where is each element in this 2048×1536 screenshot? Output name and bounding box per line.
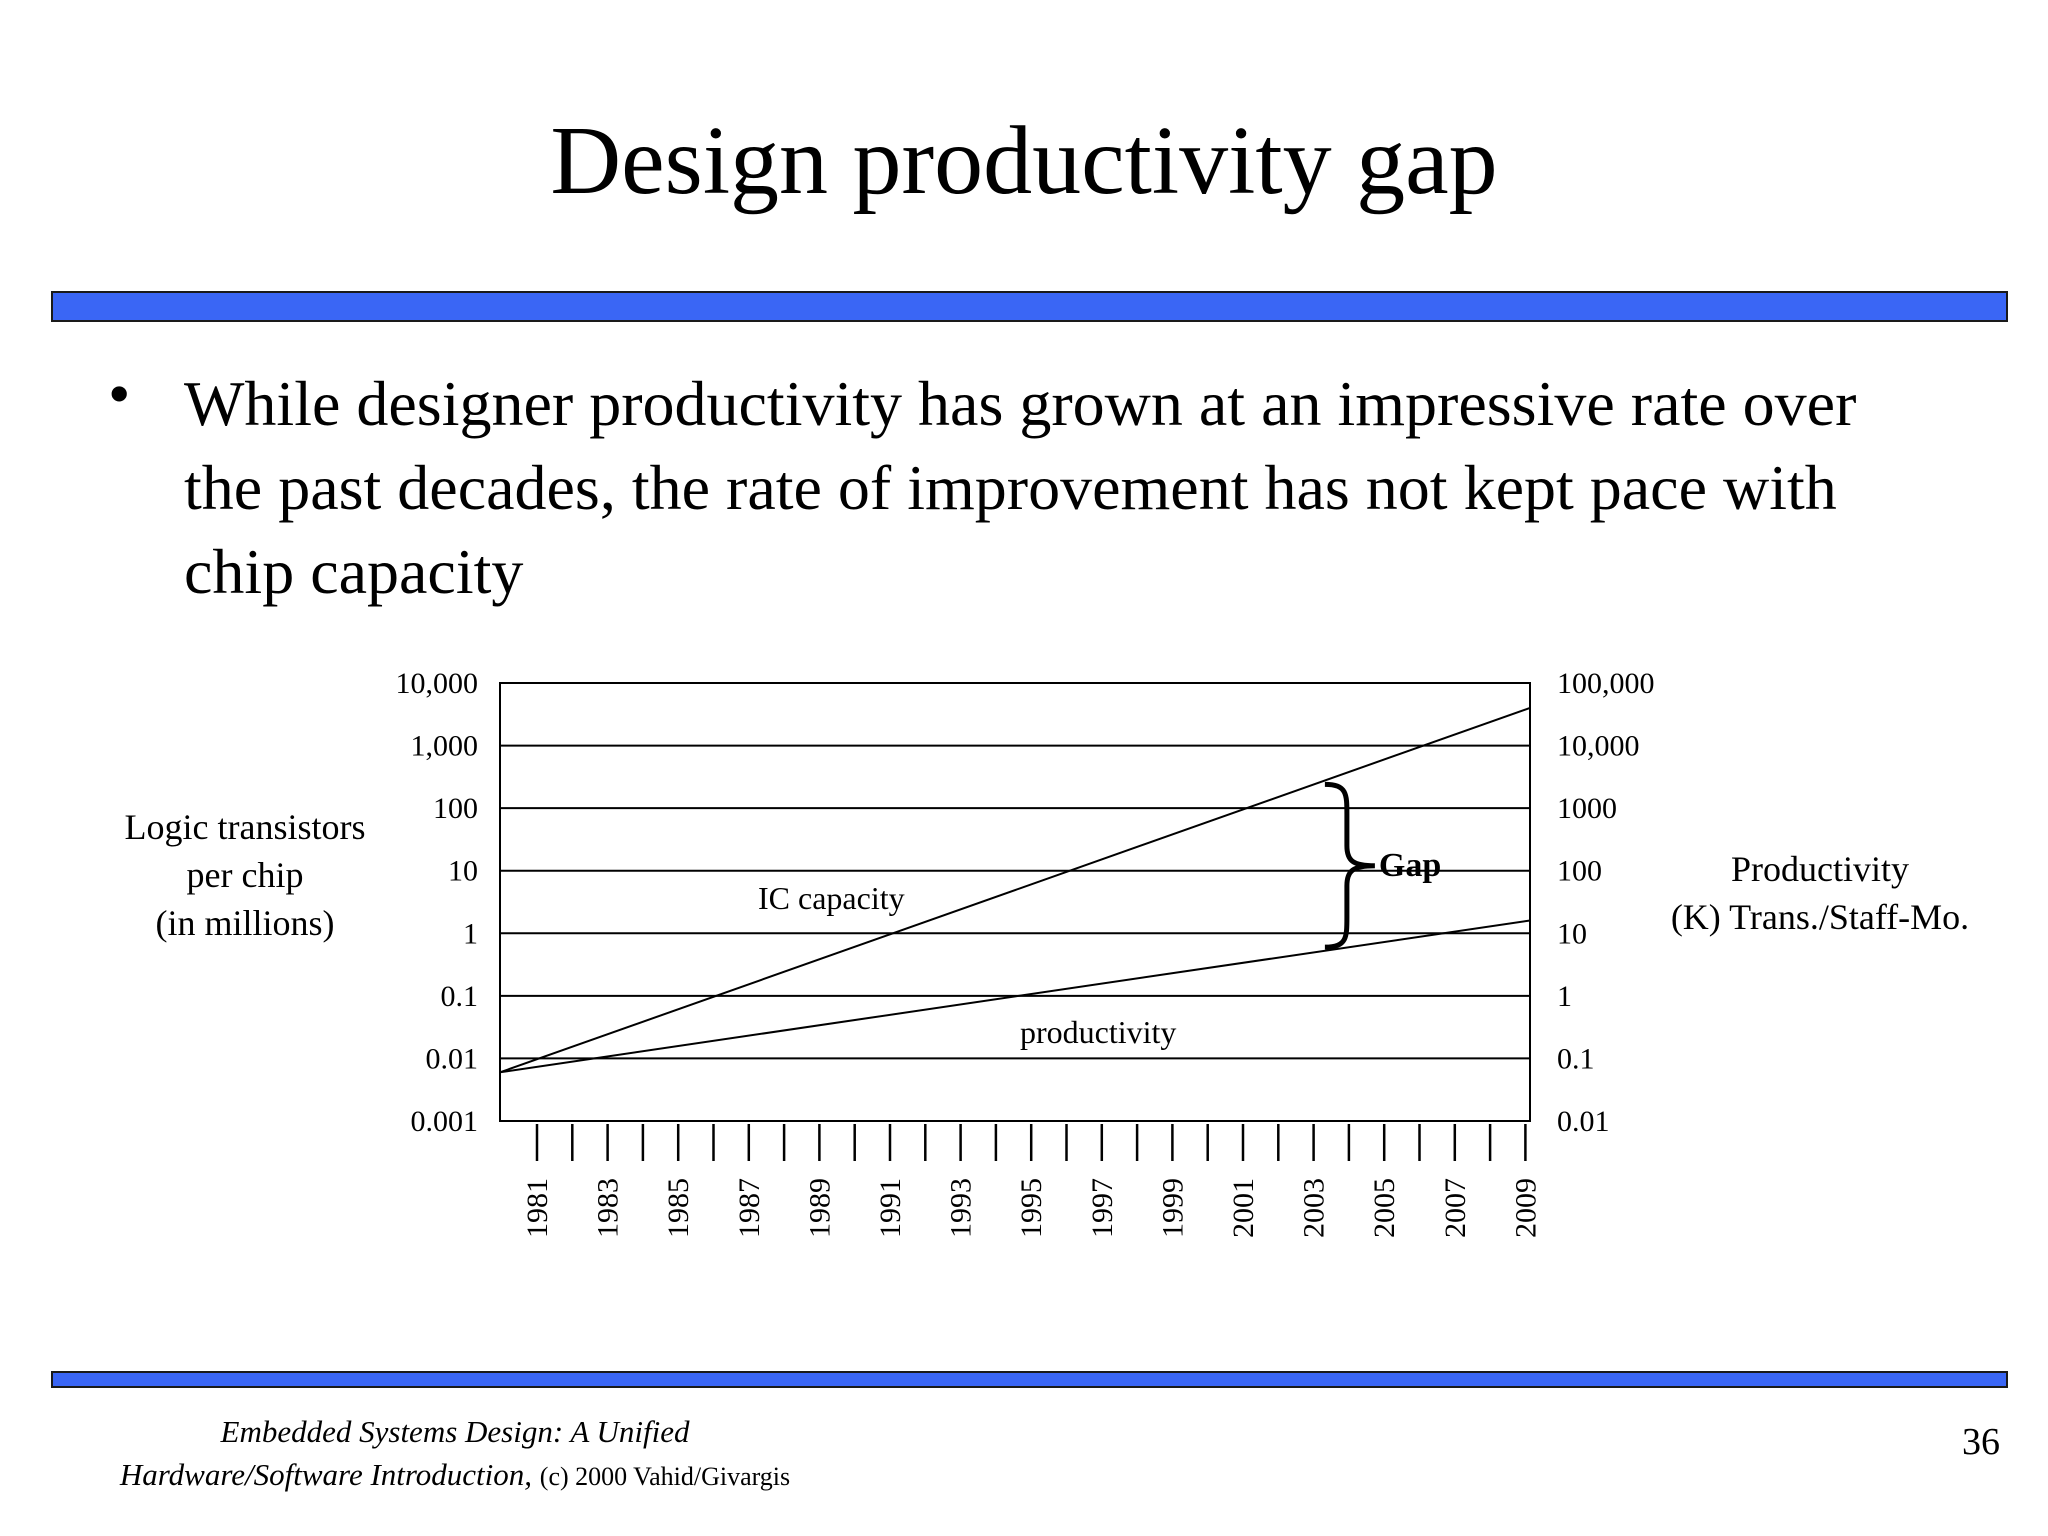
right-tick-label: 1	[1557, 980, 1572, 1013]
left-tick-label: 1	[463, 917, 478, 950]
x-tick-label: 1991	[874, 1178, 907, 1238]
footer-copyright: (c) 2000 Vahid/Givargis	[539, 1462, 791, 1491]
productivity-line	[499, 919, 1531, 1074]
right-axis-label-line: (K) Trans./Staff-Mo.	[1670, 897, 1970, 937]
x-tick-label: 1985	[662, 1178, 695, 1238]
x-tick-label: 2001	[1227, 1178, 1260, 1238]
right-tick-label: 10,000	[1557, 730, 1640, 763]
x-tick-label: 1993	[945, 1178, 978, 1238]
footer-line1: Embedded Systems Design: A Unified	[220, 1414, 690, 1449]
left-axis-label-line: Logic transistors	[124, 807, 366, 847]
x-tick-label: 2009	[1509, 1178, 1542, 1238]
left-axis-label: Logic transistors per chip (in millions)	[90, 803, 400, 947]
productivity-label: productivity	[1020, 1014, 1176, 1050]
left-tick-label: 0.01	[426, 1042, 479, 1075]
slide-title: Design productivity gap	[550, 107, 1498, 215]
bullet-text: While designer productivity has grown at…	[184, 368, 1857, 607]
right-axis-label: Productivity (K) Trans./Staff-Mo.	[1640, 845, 2000, 941]
footer-book-title: Hardware/Software Introduction,	[119, 1457, 533, 1492]
left-axis-label-line: per chip	[186, 855, 304, 895]
x-tick-label: 2007	[1439, 1178, 1472, 1238]
x-tick-label: 2005	[1368, 1178, 1401, 1238]
left-tick-label: 10,000	[396, 667, 479, 700]
page-number: 36	[1962, 1421, 2000, 1463]
x-tick-label: 1997	[1086, 1178, 1119, 1238]
x-tick-label: 1989	[803, 1178, 836, 1238]
gap-label: Gap	[1379, 847, 1441, 884]
plot-frame	[499, 682, 1531, 1122]
x-tick-label: 1981	[521, 1178, 554, 1238]
right-tick-label: 0.01	[1557, 1105, 1610, 1138]
x-tick-label: 1995	[1015, 1178, 1048, 1238]
left-tick-label: 10	[448, 855, 478, 888]
ic-capacity-line	[499, 706, 1531, 1074]
left-tick-label: 0.001	[411, 1105, 479, 1138]
left-tick-label: 0.1	[441, 980, 479, 1013]
right-tick-label: 0.1	[1557, 1042, 1595, 1075]
right-tick-label: 10	[1557, 917, 1587, 950]
x-tick-label: 1983	[592, 1178, 625, 1238]
ic-capacity-label: IC capacity	[758, 880, 905, 916]
right-tick-label: 1000	[1557, 792, 1617, 825]
right-axis-label-line: Productivity	[1731, 849, 1909, 889]
top-rule	[51, 291, 2008, 322]
x-tick-label: 1999	[1156, 1178, 1189, 1238]
left-tick-label: 1,000	[411, 730, 479, 763]
bullet-marker: •	[108, 358, 131, 429]
x-tick-label: 2003	[1298, 1178, 1331, 1238]
x-tick-label: 1987	[733, 1178, 766, 1238]
right-tick-label: 100	[1557, 855, 1602, 888]
right-tick-label: 100,000	[1557, 667, 1655, 700]
left-axis-label-line: (in millions)	[155, 903, 335, 943]
left-tick-label: 100	[433, 792, 478, 825]
bottom-rule	[51, 1371, 2008, 1388]
footer-citation: Embedded Systems Design: A Unified Hardw…	[40, 1410, 870, 1498]
